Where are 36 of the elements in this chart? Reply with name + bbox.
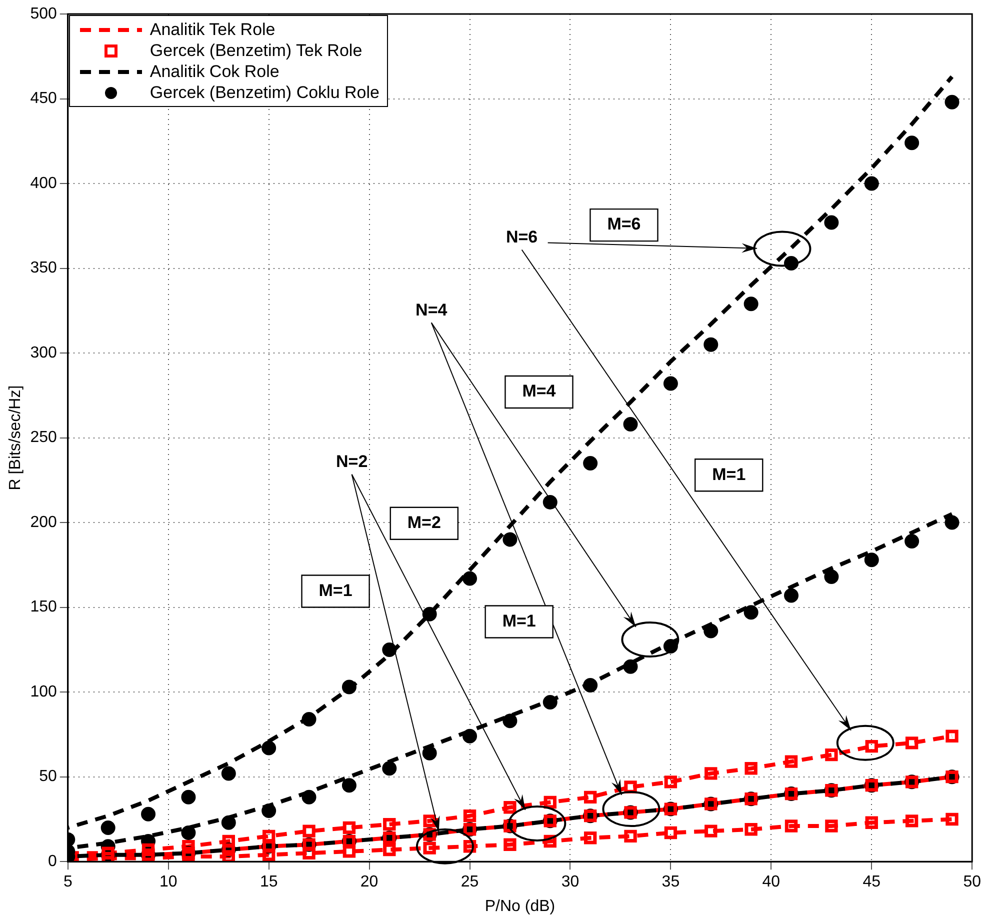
annotation: M=4 [522,382,556,401]
annotation: M=6 [607,214,641,234]
annotation: N=2 [336,452,368,472]
x-tick-label: 25 [460,874,479,891]
y-tick-label: 150 [30,598,57,616]
x-tick-label: 45 [862,874,881,891]
y-tick-label: 50 [39,768,57,786]
x-tick-label: 15 [260,874,278,891]
annotation: M=1 [318,580,352,600]
y-tick-label: 500 [30,5,57,22]
y-tick-label: 400 [30,174,57,192]
annotation: M=1 [502,611,536,630]
x-tick-label: 35 [662,874,680,891]
y-tick-label: 100 [30,683,57,700]
y-tick-label: 450 [30,90,57,108]
annotation: N=6 [506,227,538,246]
x-tick-label: 50 [963,874,982,891]
annotation: M=1 [712,464,746,484]
y-tick-label: 300 [30,344,57,362]
x-axis-title: P/No (dB) [484,898,556,915]
y-tick-label: 200 [30,514,57,531]
legend-label: Analitik Cok Role [150,61,280,82]
y-tick-label: 250 [30,429,57,446]
x-tick-label: 20 [360,874,378,891]
annotation: N=4 [416,300,448,320]
legend-label: Gercek (Benzetim) Coklu Role [150,82,380,103]
legend-label: Analitik Tek Role [150,19,276,40]
y-axis-title: R [Bits/sec/Hz] [7,385,24,490]
y-tick-label: 0 [48,853,57,870]
x-tick-label: 5 [63,874,72,891]
annotation: M=2 [407,513,441,532]
x-tick-label: 40 [762,874,780,891]
y-tick-label: 350 [30,260,57,277]
legend-label: Gercek (Benzetim) Tek Role [150,40,362,61]
x-tick-label: 10 [159,874,178,891]
x-tick-label: 30 [561,874,580,891]
